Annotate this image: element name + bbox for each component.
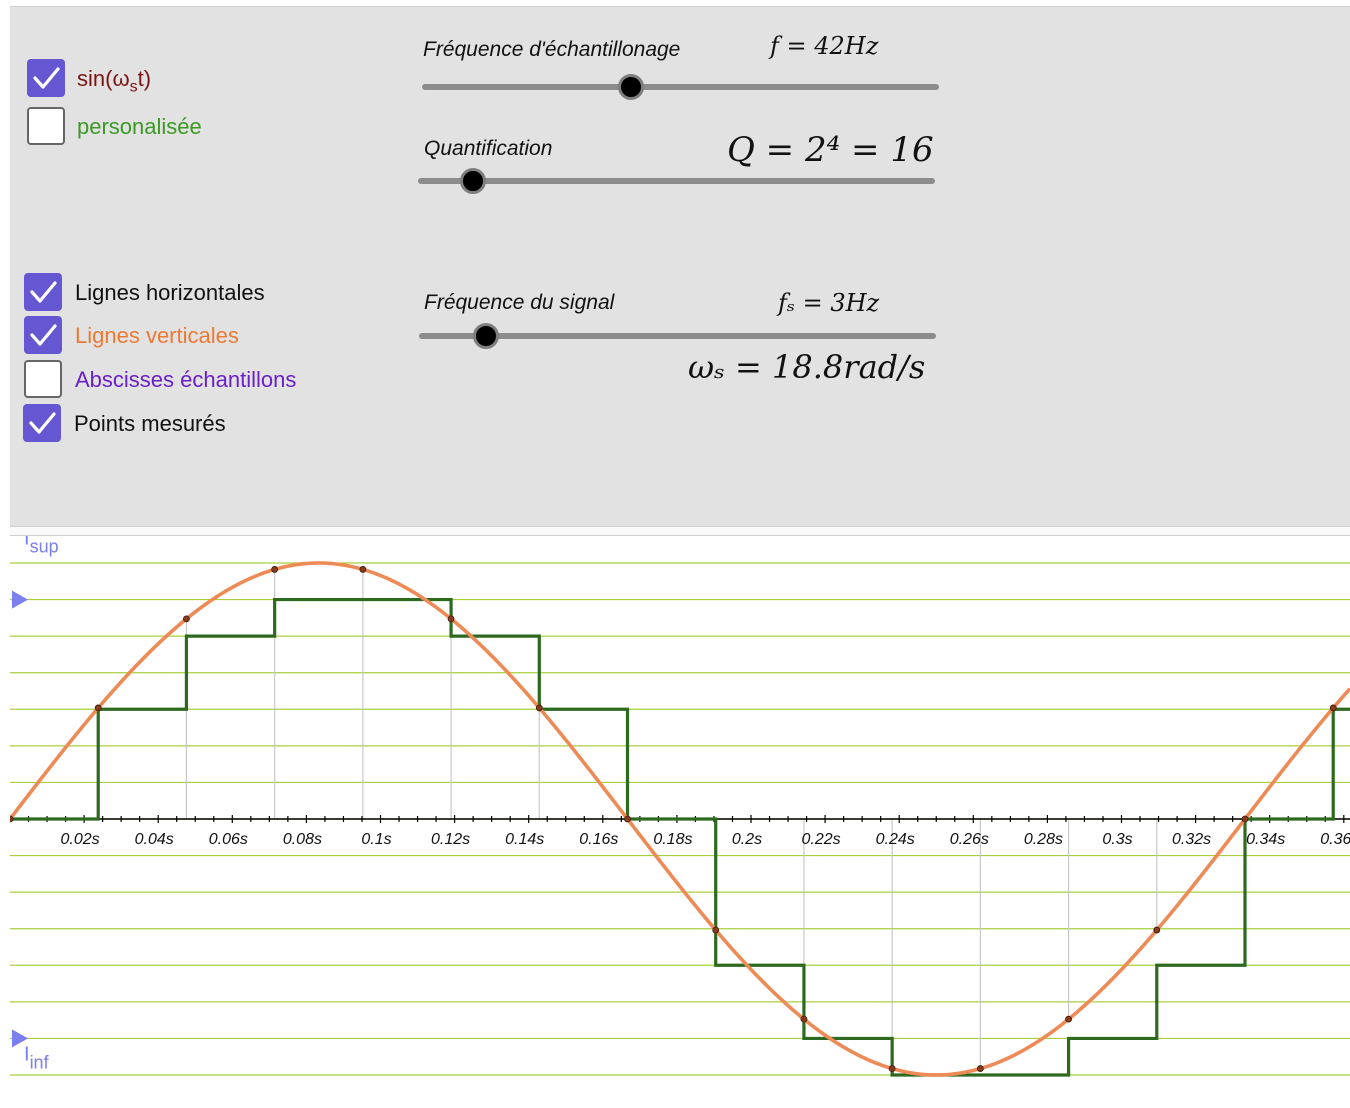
x-tick-label: 0.04s <box>135 831 174 848</box>
checkbox-sine-label: sin(ωst) <box>77 66 152 96</box>
measured-point <box>94 704 102 712</box>
x-tick-label: 0.34s <box>1246 831 1285 848</box>
x-tick-label: 0.28s <box>1024 831 1063 848</box>
quantification-slider-track[interactable] <box>418 178 935 184</box>
signal-slider-label: Fréquence du signal <box>424 291 615 314</box>
omega-value: ωₛ = 18.8rad/s <box>688 348 926 386</box>
x-tick-label: 0.18s <box>653 831 692 848</box>
x-tick-label: 0.1s <box>361 831 391 848</box>
x-tick-label: 0.26s <box>950 831 989 848</box>
checkmark-icon <box>29 412 56 434</box>
quantification-slider-label: Quantification <box>424 137 553 160</box>
checkbox-sine[interactable] <box>27 59 65 97</box>
measured-point <box>1241 815 1249 823</box>
checkmark-icon <box>30 281 57 303</box>
checkmark-icon <box>30 324 57 346</box>
x-tick-label: 0.14s <box>505 831 544 848</box>
quantification-value: Q = 2⁴ = 16 <box>727 130 934 170</box>
sampling-value: f = 42Hz <box>770 32 879 60</box>
measured-point <box>535 704 543 712</box>
x-tick-label: 0.32s <box>1172 831 1211 848</box>
measured-point <box>1329 704 1337 712</box>
checkbox-measured-points-label: Points mesurés <box>74 411 226 436</box>
x-tick-label: 0.22s <box>802 831 841 848</box>
measured-point <box>1065 1015 1072 1023</box>
signal-value: fₛ = 3Hz <box>778 289 880 317</box>
checkbox-sample-abscissas[interactable] <box>24 360 62 398</box>
checkbox-vertical-lines[interactable] <box>24 316 62 354</box>
measured-point <box>1153 926 1161 934</box>
signal-slider-knob[interactable] <box>473 323 499 349</box>
checkbox-measured-points[interactable] <box>23 404 61 442</box>
x-tick-label: 0.16s <box>579 831 618 848</box>
x-tick-label: 0.08s <box>283 831 322 848</box>
checkbox-sample-abscissas-label: Abscisses échantillons <box>75 367 297 392</box>
checkbox-vertical-lines-label: Lignes verticales <box>75 323 239 348</box>
sampling-slider-track[interactable] <box>422 84 939 90</box>
measured-point <box>359 566 367 573</box>
measured-point <box>976 1065 984 1072</box>
measured-point <box>10 815 14 823</box>
checkbox-custom[interactable] <box>27 107 65 145</box>
measured-point <box>447 615 455 623</box>
level-marker-inf-label: Iinf <box>24 1043 50 1072</box>
x-tick-label: 0.2s <box>732 831 762 848</box>
level-marker-sup-icon <box>12 590 28 609</box>
measured-point <box>712 926 720 934</box>
sampling-slider-label: Fréquence d'échantillonage <box>423 38 681 61</box>
checkmark-icon <box>33 67 60 89</box>
measured-point <box>271 566 279 573</box>
quantification-slider-knob[interactable] <box>460 168 486 194</box>
measured-point <box>888 1065 896 1072</box>
measured-point <box>624 815 631 823</box>
level-marker-sup-label: Isup <box>24 536 59 557</box>
x-tick-label: 0.3s <box>1102 831 1132 848</box>
sine-signal <box>10 561 1350 1077</box>
x-tick-label: 0.12s <box>431 831 470 848</box>
level-marker-inf-icon <box>12 1029 28 1048</box>
checkbox-horizontal-lines-label: Lignes horizontales <box>75 280 265 305</box>
checkbox-horizontal-lines[interactable] <box>24 273 62 311</box>
x-tick-label: 0.06s <box>209 831 248 848</box>
measured-point <box>183 615 190 623</box>
checkbox-custom-label: personalisée <box>77 114 202 139</box>
panel-divider <box>10 526 1350 536</box>
control-panel <box>10 6 1350 527</box>
signal-slider-track[interactable] <box>419 333 936 339</box>
x-tick-label: 0.24s <box>876 831 915 848</box>
x-tick-label: 0.02s <box>61 831 100 848</box>
measured-point <box>800 1015 808 1023</box>
sampling-slider-knob[interactable] <box>618 74 644 100</box>
signal-graph[interactable]: 0.02s 0.04s 0.06s 0.08s 0.1s 0.12s 0.14s 0.16s 0… <box>10 536 1350 1108</box>
x-tick-label: 0.36s <box>1320 831 1350 848</box>
quantized-signal <box>10 597 1350 1077</box>
